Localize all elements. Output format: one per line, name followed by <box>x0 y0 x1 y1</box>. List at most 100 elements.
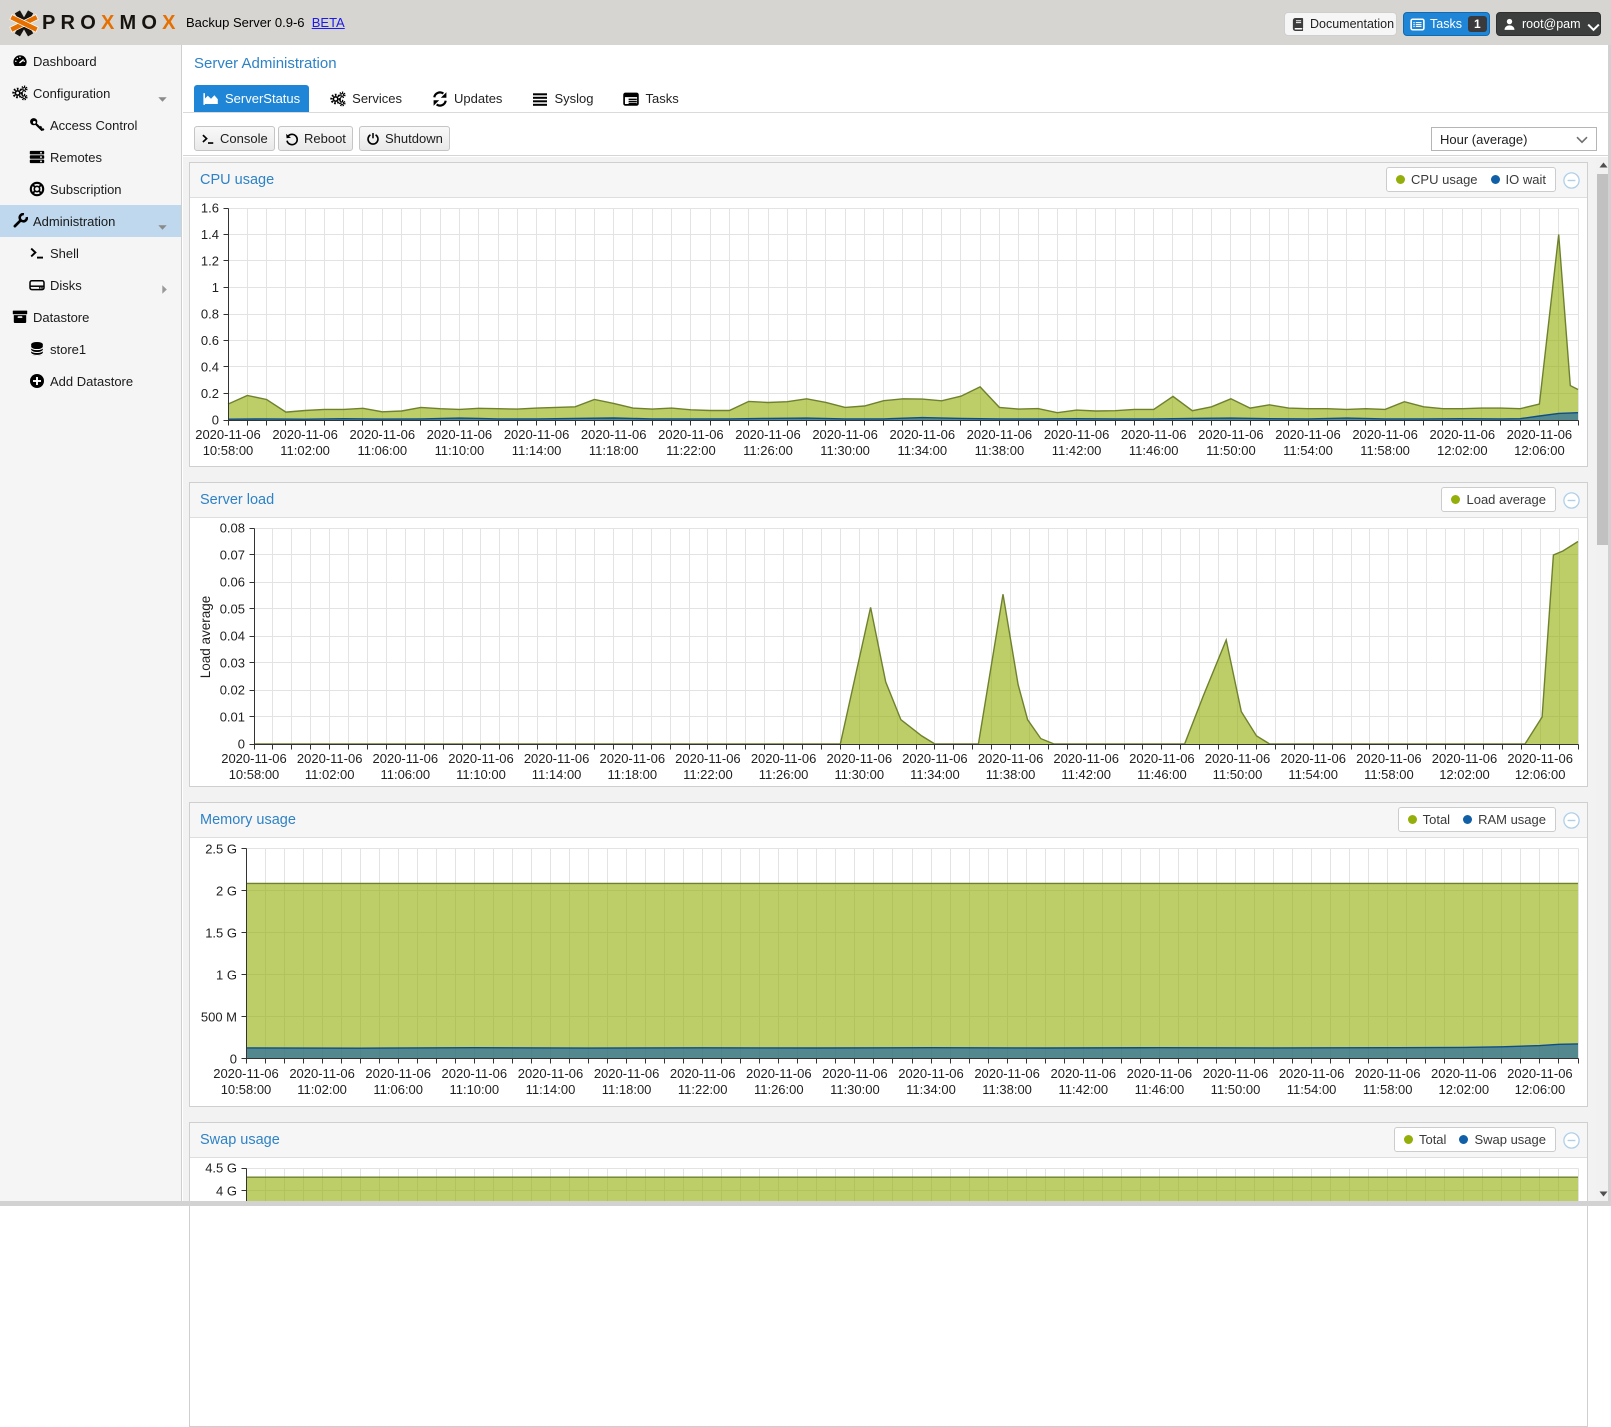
svg-text:2020-11-06: 2020-11-06 <box>373 751 439 766</box>
svg-text:2020-11-06: 2020-11-06 <box>297 751 363 766</box>
svg-text:2020-11-06: 2020-11-06 <box>1044 427 1110 442</box>
svg-text:2020-11-06: 2020-11-06 <box>1507 1066 1573 1081</box>
svg-text:2020-11-06: 2020-11-06 <box>1051 1066 1117 1081</box>
svg-text:11:18:00: 11:18:00 <box>607 767 657 782</box>
svg-text:2020-11-06: 2020-11-06 <box>1280 751 1346 766</box>
svg-text:0: 0 <box>238 737 245 752</box>
svg-text:2020-11-06: 2020-11-06 <box>1507 751 1573 766</box>
svg-text:2020-11-06: 2020-11-06 <box>1279 1066 1345 1081</box>
svg-text:11:42:00: 11:42:00 <box>1052 443 1102 458</box>
svg-text:12:06:00: 12:06:00 <box>1515 767 1566 782</box>
svg-text:2020-11-06: 2020-11-06 <box>221 751 287 766</box>
svg-text:11:06:00: 11:06:00 <box>357 443 407 458</box>
svg-text:10:58:00: 10:58:00 <box>221 1082 272 1097</box>
svg-text:2020-11-06: 2020-11-06 <box>1053 751 1119 766</box>
svg-text:2020-11-06: 2020-11-06 <box>898 1066 964 1081</box>
svg-text:11:10:00: 11:10:00 <box>449 1082 499 1097</box>
svg-text:11:30:00: 11:30:00 <box>830 1082 880 1097</box>
svg-text:11:14:00: 11:14:00 <box>532 767 582 782</box>
svg-text:2020-11-06: 2020-11-06 <box>195 427 261 442</box>
svg-text:11:06:00: 11:06:00 <box>373 1082 423 1097</box>
svg-text:2020-11-06: 2020-11-06 <box>518 1066 584 1081</box>
svg-text:2020-11-06: 2020-11-06 <box>365 1066 431 1081</box>
svg-text:2020-11-06: 2020-11-06 <box>1203 1066 1269 1081</box>
svg-text:12:02:00: 12:02:00 <box>1437 443 1488 458</box>
svg-text:2020-11-06: 2020-11-06 <box>524 751 590 766</box>
svg-text:11:38:00: 11:38:00 <box>975 443 1025 458</box>
svg-text:11:22:00: 11:22:00 <box>678 1082 728 1097</box>
svg-text:2020-11-06: 2020-11-06 <box>600 751 666 766</box>
svg-text:11:42:00: 11:42:00 <box>1061 767 1111 782</box>
svg-text:2020-11-06: 2020-11-06 <box>1205 751 1271 766</box>
svg-text:11:22:00: 11:22:00 <box>666 443 716 458</box>
svg-text:11:34:00: 11:34:00 <box>906 1082 956 1097</box>
svg-text:11:54:00: 11:54:00 <box>1287 1082 1337 1097</box>
svg-text:2020-11-06: 2020-11-06 <box>1121 427 1187 442</box>
svg-text:2 G: 2 G <box>216 884 237 899</box>
svg-text:11:50:00: 11:50:00 <box>1206 443 1256 458</box>
svg-text:2020-11-06: 2020-11-06 <box>967 427 1033 442</box>
svg-text:12:06:00: 12:06:00 <box>1514 443 1565 458</box>
svg-text:11:02:00: 11:02:00 <box>297 1082 347 1097</box>
svg-text:2020-11-06: 2020-11-06 <box>1127 1066 1193 1081</box>
svg-text:11:34:00: 11:34:00 <box>897 443 947 458</box>
svg-text:11:10:00: 11:10:00 <box>435 443 485 458</box>
svg-text:0.2: 0.2 <box>201 386 219 401</box>
svg-text:2020-11-06: 2020-11-06 <box>751 751 817 766</box>
svg-text:11:02:00: 11:02:00 <box>280 443 330 458</box>
svg-text:2020-11-06: 2020-11-06 <box>974 1066 1040 1081</box>
svg-text:11:22:00: 11:22:00 <box>683 767 733 782</box>
svg-text:2020-11-06: 2020-11-06 <box>448 751 514 766</box>
svg-text:2020-11-06: 2020-11-06 <box>504 427 570 442</box>
svg-text:0.03: 0.03 <box>220 656 245 671</box>
svg-text:11:54:00: 11:54:00 <box>1283 443 1333 458</box>
svg-text:11:18:00: 11:18:00 <box>602 1082 652 1097</box>
svg-text:1 G: 1 G <box>216 968 237 983</box>
svg-text:1.4: 1.4 <box>201 227 219 242</box>
svg-text:0.8: 0.8 <box>201 307 219 322</box>
svg-text:1.6: 1.6 <box>201 201 219 216</box>
svg-text:0.06: 0.06 <box>220 575 245 590</box>
svg-text:11:58:00: 11:58:00 <box>1364 767 1414 782</box>
svg-text:2020-11-06: 2020-11-06 <box>1129 751 1195 766</box>
svg-text:2020-11-06: 2020-11-06 <box>1507 427 1573 442</box>
svg-text:11:46:00: 11:46:00 <box>1129 443 1179 458</box>
svg-text:2020-11-06: 2020-11-06 <box>822 1066 888 1081</box>
svg-text:11:34:00: 11:34:00 <box>910 767 960 782</box>
svg-text:0.02: 0.02 <box>220 683 245 698</box>
svg-text:2020-11-06: 2020-11-06 <box>658 427 724 442</box>
svg-text:2020-11-06: 2020-11-06 <box>735 427 801 442</box>
svg-text:2020-11-06: 2020-11-06 <box>1431 1066 1497 1081</box>
svg-text:2020-11-06: 2020-11-06 <box>350 427 416 442</box>
svg-text:2020-11-06: 2020-11-06 <box>1356 751 1422 766</box>
svg-text:0.4: 0.4 <box>201 360 219 375</box>
svg-text:12:02:00: 12:02:00 <box>1438 1082 1489 1097</box>
svg-text:2020-11-06: 2020-11-06 <box>1275 427 1341 442</box>
svg-text:11:30:00: 11:30:00 <box>820 443 870 458</box>
svg-text:Load average: Load average <box>198 596 213 679</box>
svg-text:2020-11-06: 2020-11-06 <box>978 751 1044 766</box>
svg-text:500 M: 500 M <box>201 1010 237 1025</box>
svg-text:2020-11-06: 2020-11-06 <box>1355 1066 1421 1081</box>
svg-text:2020-11-06: 2020-11-06 <box>902 751 968 766</box>
svg-text:11:14:00: 11:14:00 <box>526 1082 576 1097</box>
svg-text:2020-11-06: 2020-11-06 <box>442 1066 508 1081</box>
svg-text:0.07: 0.07 <box>220 548 245 563</box>
svg-text:1.5 G: 1.5 G <box>205 926 237 941</box>
svg-text:0.6: 0.6 <box>201 333 219 348</box>
svg-text:2020-11-06: 2020-11-06 <box>1198 427 1264 442</box>
svg-text:11:46:00: 11:46:00 <box>1135 1082 1185 1097</box>
svg-text:0: 0 <box>230 1052 237 1067</box>
svg-text:11:14:00: 11:14:00 <box>512 443 562 458</box>
svg-text:2020-11-06: 2020-11-06 <box>1430 427 1496 442</box>
svg-text:11:18:00: 11:18:00 <box>589 443 639 458</box>
svg-text:2020-11-06: 2020-11-06 <box>890 427 956 442</box>
svg-text:11:58:00: 11:58:00 <box>1363 1082 1413 1097</box>
svg-text:11:30:00: 11:30:00 <box>834 767 884 782</box>
svg-text:11:54:00: 11:54:00 <box>1288 767 1338 782</box>
svg-text:11:58:00: 11:58:00 <box>1360 443 1410 458</box>
svg-text:11:26:00: 11:26:00 <box>754 1082 804 1097</box>
svg-text:4 G: 4 G <box>216 1184 237 1199</box>
svg-text:4.5 G: 4.5 G <box>205 1161 237 1176</box>
svg-text:2020-11-06: 2020-11-06 <box>827 751 893 766</box>
